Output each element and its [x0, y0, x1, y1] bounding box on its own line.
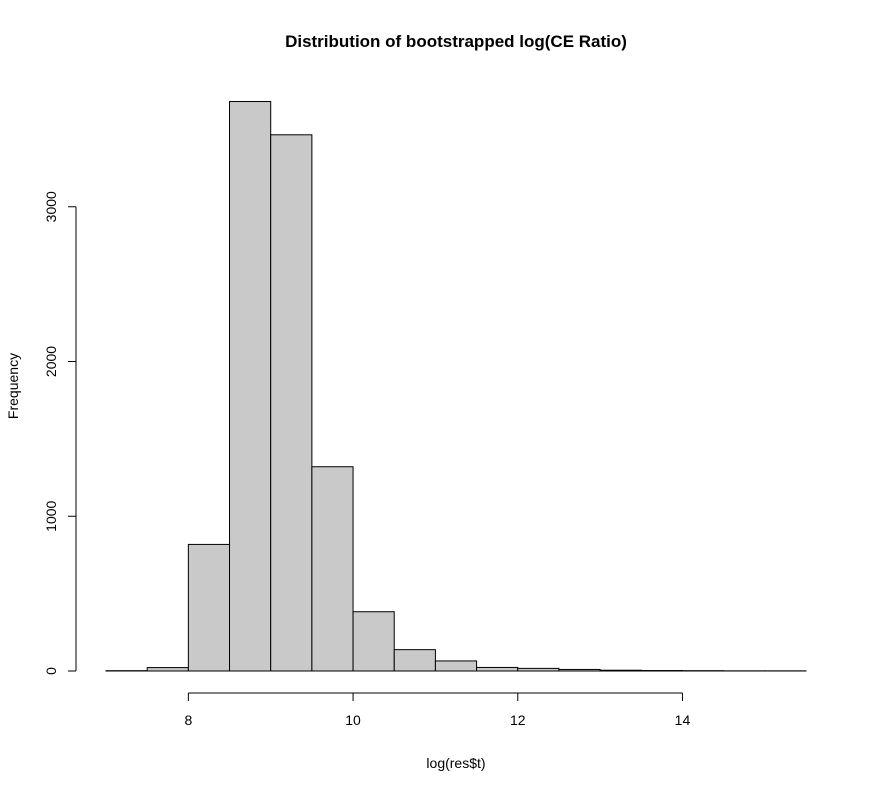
y-axis: 0 1000 2000 3000	[43, 191, 77, 675]
histogram-bar	[187, 543, 231, 672]
x-tick-label: 8	[184, 712, 192, 728]
histogram-bar	[476, 666, 519, 672]
y-tick-label: 1000	[43, 500, 59, 531]
x-axis: 8 10 12 14	[184, 692, 691, 728]
chart-title: Distribution of bootstrapped log(CE Rati…	[285, 32, 627, 51]
x-tick-label: 10	[345, 712, 361, 728]
histogram-bar	[270, 134, 313, 672]
histogram-bar	[311, 466, 354, 672]
histogram-bar	[229, 101, 272, 672]
bars-group	[105, 101, 807, 672]
x-tick-label: 12	[510, 712, 526, 728]
y-axis-title: Frequency	[5, 353, 21, 419]
x-tick-label: 14	[675, 712, 691, 728]
y-tick-label: 3000	[43, 191, 59, 222]
x-axis-title: log(res$t)	[426, 755, 485, 771]
y-tick-label: 2000	[43, 346, 59, 377]
histogram-bar	[352, 611, 395, 672]
y-tick-label: 0	[43, 667, 59, 675]
histogram-bar	[393, 649, 436, 672]
histogram-bar	[146, 667, 189, 672]
histogram-bar	[434, 660, 478, 672]
